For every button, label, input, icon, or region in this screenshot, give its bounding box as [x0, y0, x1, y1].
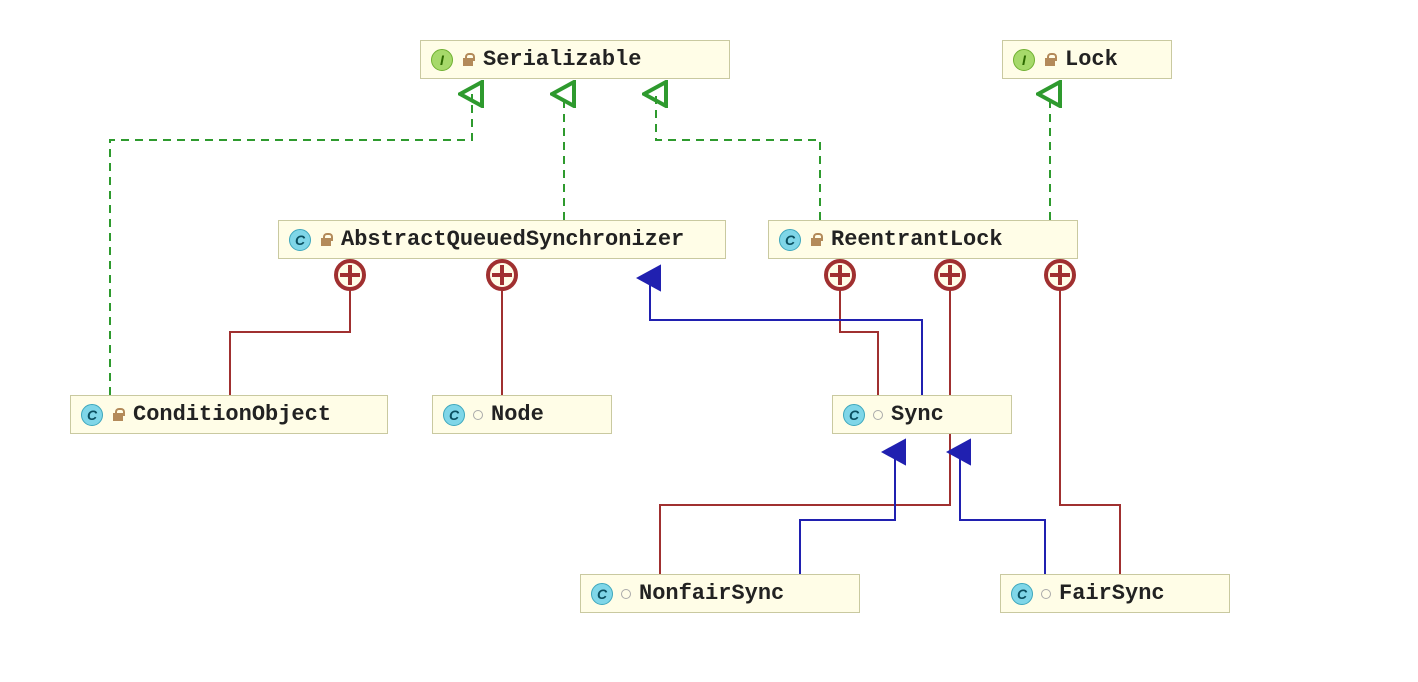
node-sync: C Sync [832, 395, 1012, 434]
node-label: Lock [1065, 47, 1118, 72]
class-icon: C [289, 229, 311, 251]
class-icon: C [779, 229, 801, 251]
class-icon: C [591, 583, 613, 605]
lock-icon [1043, 53, 1057, 67]
lock-icon [319, 233, 333, 247]
lock-icon [809, 233, 823, 247]
node-label: NonfairSync [639, 581, 784, 606]
inner-class-icon [473, 410, 483, 420]
node-aqs: C AbstractQueuedSynchronizer [278, 220, 726, 259]
inner-class-icon [1041, 589, 1051, 599]
node-reentrantlock: C ReentrantLock [768, 220, 1078, 259]
node-label: Node [491, 402, 544, 427]
node-conditionobject: C ConditionObject [70, 395, 388, 434]
interface-icon: I [1013, 49, 1035, 71]
class-icon: C [1011, 583, 1033, 605]
node-fairsync: C FairSync [1000, 574, 1230, 613]
uml-diagram: I Serializable I Lock C AbstractQueuedSy… [0, 0, 1418, 682]
class-icon: C [843, 404, 865, 426]
node-label: ConditionObject [133, 402, 331, 427]
node-label: AbstractQueuedSynchronizer [341, 227, 684, 252]
inner-class-icon [621, 589, 631, 599]
node-nonfairsync: C NonfairSync [580, 574, 860, 613]
node-lock: I Lock [1002, 40, 1172, 79]
inner-class-icon [873, 410, 883, 420]
node-serializable: I Serializable [420, 40, 730, 79]
lock-icon [111, 408, 125, 422]
lock-icon [461, 53, 475, 67]
node-label: Sync [891, 402, 944, 427]
node-label: ReentrantLock [831, 227, 1003, 252]
node-label: FairSync [1059, 581, 1165, 606]
node-label: Serializable [483, 47, 641, 72]
class-icon: C [443, 404, 465, 426]
interface-icon: I [431, 49, 453, 71]
node-node: C Node [432, 395, 612, 434]
class-icon: C [81, 404, 103, 426]
